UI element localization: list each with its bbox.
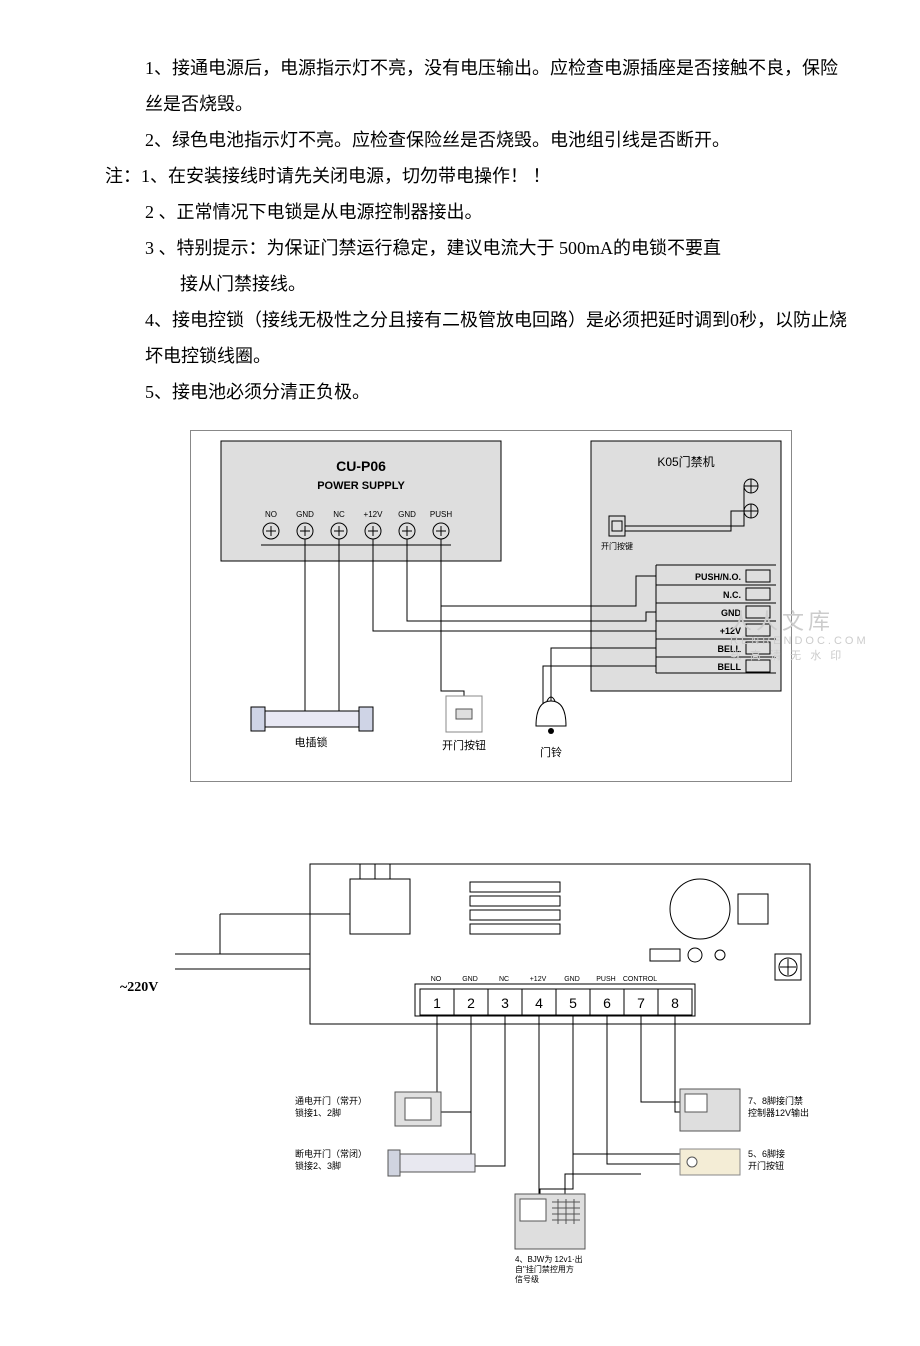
electric-lock-icon: [251, 707, 373, 731]
svg-text:6: 6: [603, 995, 611, 1011]
svg-text:3: 3: [501, 995, 509, 1011]
open-button-icon: [446, 696, 482, 732]
svg-text:8: 8: [671, 995, 679, 1011]
svg-text:PUSH/N.O.: PUSH/N.O.: [695, 572, 741, 582]
svg-text:BELL: BELL: [718, 662, 742, 672]
svg-text:4: 4: [535, 995, 543, 1011]
open-lock-note: 通电开门（常开）锁接1、2脚: [295, 1095, 367, 1118]
svg-text:CONTROL: CONTROL: [623, 976, 657, 983]
psu-subtitle: POWER SUPPLY: [317, 480, 405, 492]
svg-text:2: 2: [467, 995, 475, 1011]
open-button-module-icon: [680, 1149, 740, 1175]
doorbell-icon: [536, 697, 566, 734]
paragraph-2: 2、绿色电池指示灯不亮。应检查保险丝是否烧毁。电池组引线是否断开。: [70, 122, 850, 158]
svg-text:5: 5: [569, 995, 577, 1011]
lock-close-icon: [388, 1150, 475, 1176]
keypad-controller-icon: [515, 1194, 585, 1249]
svg-text:GND: GND: [462, 976, 478, 983]
button-label: 开门按钮: [442, 738, 486, 752]
keypad-note: 4、BJW为 12v1·出自"挂门禁控用方信号级: [515, 1254, 583, 1284]
svg-text:NC: NC: [499, 976, 509, 983]
svg-text:GND: GND: [564, 976, 580, 983]
v220-label: ~220V: [120, 974, 158, 1002]
note-5: 5、接电池必须分清正负极。: [70, 374, 850, 410]
svg-text:PUSH: PUSH: [430, 510, 452, 519]
note-4: 4、接电控锁（接线无极性之分且接有二极管放电回路）是必须把延时调到0秒，以防止烧…: [70, 302, 850, 374]
svg-text:PUSH: PUSH: [596, 976, 615, 983]
note-2: 2 、正常情况下电锁是从电源控制器接出。: [70, 194, 850, 230]
svg-text:NO: NO: [265, 510, 277, 519]
wiring-diagram-1: CU-P06 POWER SUPPLY NO GND NC +12V GND PUSH K…: [190, 430, 792, 782]
svg-text:NO: NO: [431, 976, 442, 983]
out56-note: 5、6脚接开门按钮: [748, 1148, 785, 1171]
note-3b: 接从门禁接线。: [70, 266, 850, 302]
note-3a: 3 、特别提示：为保证门禁运行稳定，建议电流大于 500mA的电锁不要直: [70, 230, 850, 266]
out78-note: 7、8脚接门禁控制器12V输出: [748, 1095, 809, 1118]
lock-open-icon: [395, 1092, 441, 1126]
close-lock-note: 断电开门（常闭）锁接2、3脚: [295, 1148, 367, 1171]
k05-button-label: 开门按键: [601, 541, 633, 551]
svg-text:+12V: +12V: [720, 626, 741, 636]
svg-text:BELL: BELL: [718, 644, 742, 654]
svg-text:7: 7: [637, 995, 645, 1011]
svg-text:GND: GND: [398, 510, 416, 519]
wiring-diagram-2: NO 1 GND 2 NC 3 +12V 4 GND 5 PUSH 6 CONTROL 7 8 通电开门（常…: [120, 854, 840, 1284]
svg-text:+12V: +12V: [530, 976, 547, 983]
psu-title: CU-P06: [336, 458, 386, 474]
paragraph-1: 1、接通电源后，电源指示灯不亮，没有电压输出。应检查电源插座是否接触不良，保险丝…: [70, 50, 850, 122]
svg-text:+12V: +12V: [364, 510, 384, 519]
svg-text:1: 1: [433, 995, 441, 1011]
svg-text:GND: GND: [721, 608, 742, 618]
k05-title: K05门禁机: [657, 454, 714, 469]
svg-text:GND: GND: [296, 510, 314, 519]
lock-label: 电插锁: [295, 735, 328, 749]
controller-12v-icon: [680, 1089, 740, 1131]
note-1: 注：1、在安装接线时请先关闭电源，切勿带电操作！ ！: [70, 158, 850, 194]
svg-text:NC: NC: [333, 510, 345, 519]
svg-text:N.C.: N.C.: [723, 590, 741, 600]
bell-label: 门铃: [540, 745, 562, 759]
